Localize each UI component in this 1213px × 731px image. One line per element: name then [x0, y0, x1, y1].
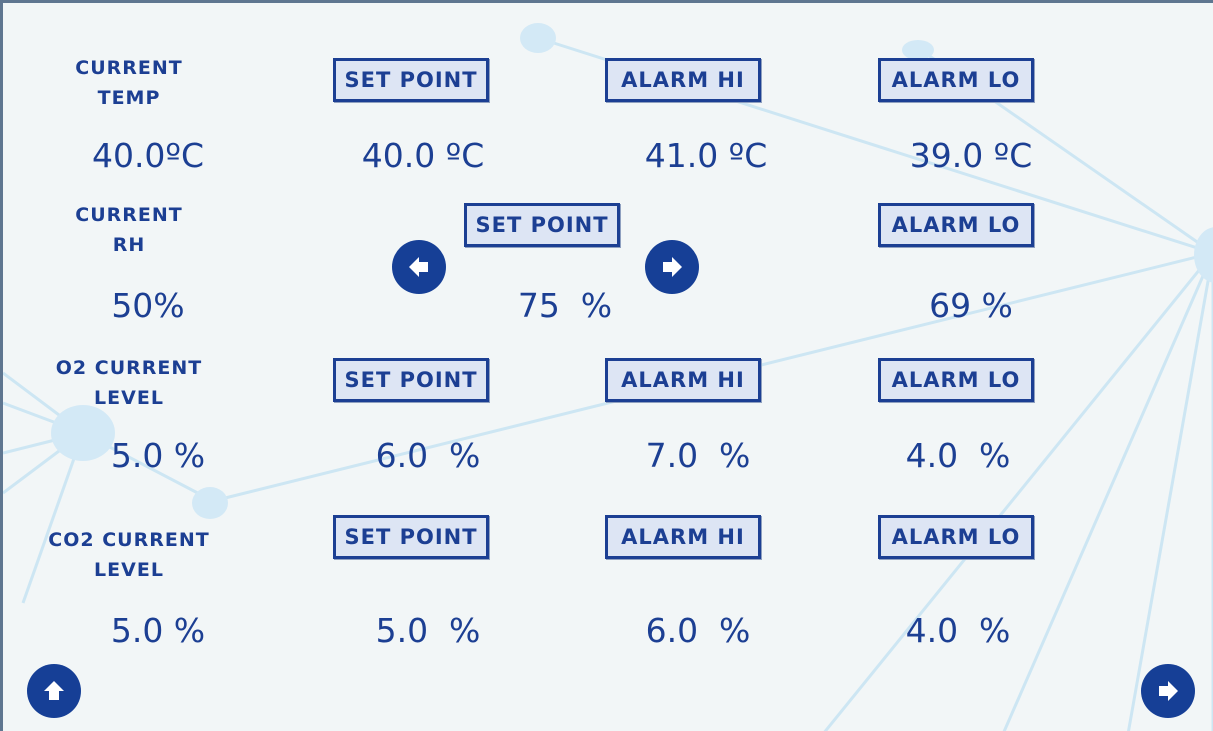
setpoint-value: 40.0 ºC [361, 136, 485, 175]
setpoint-button[interactable]: SET POINT [464, 203, 620, 247]
current-value: 5.0 % [110, 436, 206, 475]
next-button[interactable] [643, 238, 701, 296]
next-page-button[interactable] [1139, 662, 1197, 720]
row-label: CURRENT RH [75, 204, 183, 256]
current-value: 50% [111, 286, 185, 325]
row-label: O2 CURRENT LEVEL [55, 357, 203, 409]
alarm-lo-value: 39.0 ºC [909, 136, 1033, 175]
alarm-hi-button[interactable]: ALARM HI [605, 515, 761, 559]
alarm-lo-value: 4.0 % [905, 611, 1011, 650]
alarm-lo-button[interactable]: ALARM LO [878, 203, 1034, 247]
setpoint-value: 5.0 % [375, 611, 481, 650]
alarm-lo-button[interactable]: ALARM LO [878, 58, 1034, 102]
alarm-hi-value: 41.0 ºC [644, 136, 768, 175]
alarm-lo-button[interactable]: ALARM LO [878, 515, 1034, 559]
alarm-hi-button[interactable]: ALARM HI [605, 358, 761, 402]
setpoint-button[interactable]: SET POINT [333, 358, 489, 402]
alarm-lo-button[interactable]: ALARM LO [878, 358, 1034, 402]
setpoint-button[interactable]: SET POINT [333, 515, 489, 559]
setpoint-value: 75 % [517, 286, 613, 325]
current-value: 40.0ºC [91, 136, 205, 175]
alarm-hi-value: 7.0 % [645, 436, 751, 475]
row-label: CURRENT TEMP [75, 57, 183, 109]
alarm-hi-button[interactable]: ALARM HI [605, 58, 761, 102]
setpoint-button[interactable]: SET POINT [333, 58, 489, 102]
row-label: CO2 CURRENT LEVEL [48, 529, 210, 581]
alarm-lo-value: 69 % [929, 286, 1013, 325]
setpoint-value: 6.0 % [375, 436, 481, 475]
alarm-hi-value: 6.0 % [645, 611, 751, 650]
current-value: 5.0 % [110, 611, 206, 650]
home-button[interactable] [25, 662, 83, 720]
alarm-lo-value: 4.0 % [905, 436, 1011, 475]
previous-button[interactable] [390, 238, 448, 296]
